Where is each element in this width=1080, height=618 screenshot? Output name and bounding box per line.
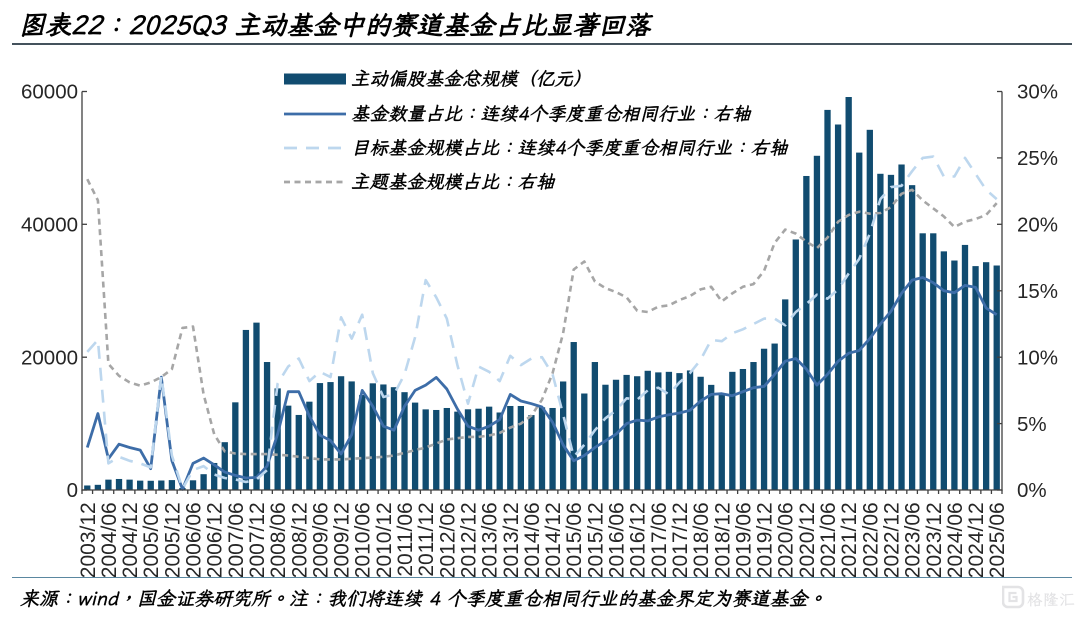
svg-text:2017/12: 2017/12 (669, 502, 692, 578)
svg-text:2018/12: 2018/12 (711, 502, 734, 578)
svg-text:2008/06: 2008/06 (267, 502, 290, 578)
svg-text:0: 0 (67, 479, 78, 502)
svg-text:2009/12: 2009/12 (331, 502, 354, 578)
svg-text:15%: 15% (1017, 280, 1058, 303)
svg-text:2022/06: 2022/06 (859, 502, 882, 578)
svg-text:主题基金规模占比：右轴: 主题基金规模占比：右轴 (351, 170, 556, 194)
svg-text:5%: 5% (1017, 413, 1047, 436)
svg-text:2013/06: 2013/06 (479, 502, 502, 578)
svg-text:60000: 60000 (21, 81, 78, 104)
svg-text:2020/12: 2020/12 (796, 502, 819, 578)
svg-text:2007/12: 2007/12 (246, 502, 269, 578)
svg-text:2008/12: 2008/12 (288, 502, 311, 578)
svg-text:目标基金规模占比：连续4个季度重仓相同行业：右轴: 目标基金规模占比：连续4个季度重仓相同行业：右轴 (351, 136, 789, 160)
svg-text:2012/12: 2012/12 (458, 502, 481, 578)
svg-text:2005/06: 2005/06 (140, 502, 163, 578)
svg-text:2014/12: 2014/12 (542, 502, 565, 578)
svg-text:2015/06: 2015/06 (563, 502, 586, 578)
svg-text:0%: 0% (1017, 479, 1047, 502)
svg-text:2003/12: 2003/12 (77, 502, 100, 578)
svg-text:2004/06: 2004/06 (98, 502, 121, 578)
svg-text:2021/12: 2021/12 (838, 502, 861, 578)
svg-text:2006/12: 2006/12 (204, 502, 227, 578)
svg-text:2023/06: 2023/06 (902, 502, 925, 578)
svg-text:2016/12: 2016/12 (627, 502, 650, 578)
svg-text:30%: 30% (1017, 81, 1058, 104)
svg-text:2024/06: 2024/06 (944, 502, 967, 578)
svg-text:2016/06: 2016/06 (606, 502, 629, 578)
svg-text:20%: 20% (1017, 214, 1058, 237)
svg-text:2007/06: 2007/06 (225, 502, 248, 578)
svg-text:2011/12: 2011/12 (415, 502, 438, 576)
svg-text:2012/06: 2012/06 (436, 502, 459, 578)
svg-text:2022/12: 2022/12 (881, 502, 904, 578)
svg-text:2019/12: 2019/12 (754, 502, 777, 578)
svg-text:2017/06: 2017/06 (648, 502, 671, 578)
svg-text:40000: 40000 (21, 214, 78, 237)
svg-text:25%: 25% (1017, 147, 1058, 170)
svg-text:2025/06: 2025/06 (986, 502, 1009, 578)
svg-text:2018/06: 2018/06 (690, 502, 713, 578)
svg-text:2005/12: 2005/12 (161, 502, 184, 578)
svg-text:2013/12: 2013/12 (500, 502, 523, 578)
svg-text:2021/06: 2021/06 (817, 502, 840, 578)
svg-text:2024/12: 2024/12 (965, 502, 988, 578)
svg-text:2004/12: 2004/12 (119, 502, 142, 578)
svg-text:2010/06: 2010/06 (352, 502, 375, 578)
svg-text:2009/06: 2009/06 (309, 502, 332, 578)
svg-text:10%: 10% (1017, 346, 1058, 369)
svg-text:2019/06: 2019/06 (732, 502, 755, 578)
svg-text:2023/12: 2023/12 (923, 502, 946, 578)
svg-text:2010/12: 2010/12 (373, 502, 396, 578)
svg-text:基金数量占比：连续4个季度重仓相同行业：右轴: 基金数量占比：连续4个季度重仓相同行业：右轴 (351, 102, 752, 126)
svg-text:主动偏股基金总规模（亿元）: 主动偏股基金总规模（亿元） (351, 67, 592, 91)
svg-text:2011/06: 2011/06 (394, 502, 417, 576)
svg-text:2020/06: 2020/06 (775, 502, 798, 578)
svg-text:20000: 20000 (21, 346, 78, 369)
svg-text:2015/12: 2015/12 (584, 502, 607, 578)
svg-text:2006/06: 2006/06 (183, 502, 206, 578)
svg-text:2014/06: 2014/06 (521, 502, 544, 578)
